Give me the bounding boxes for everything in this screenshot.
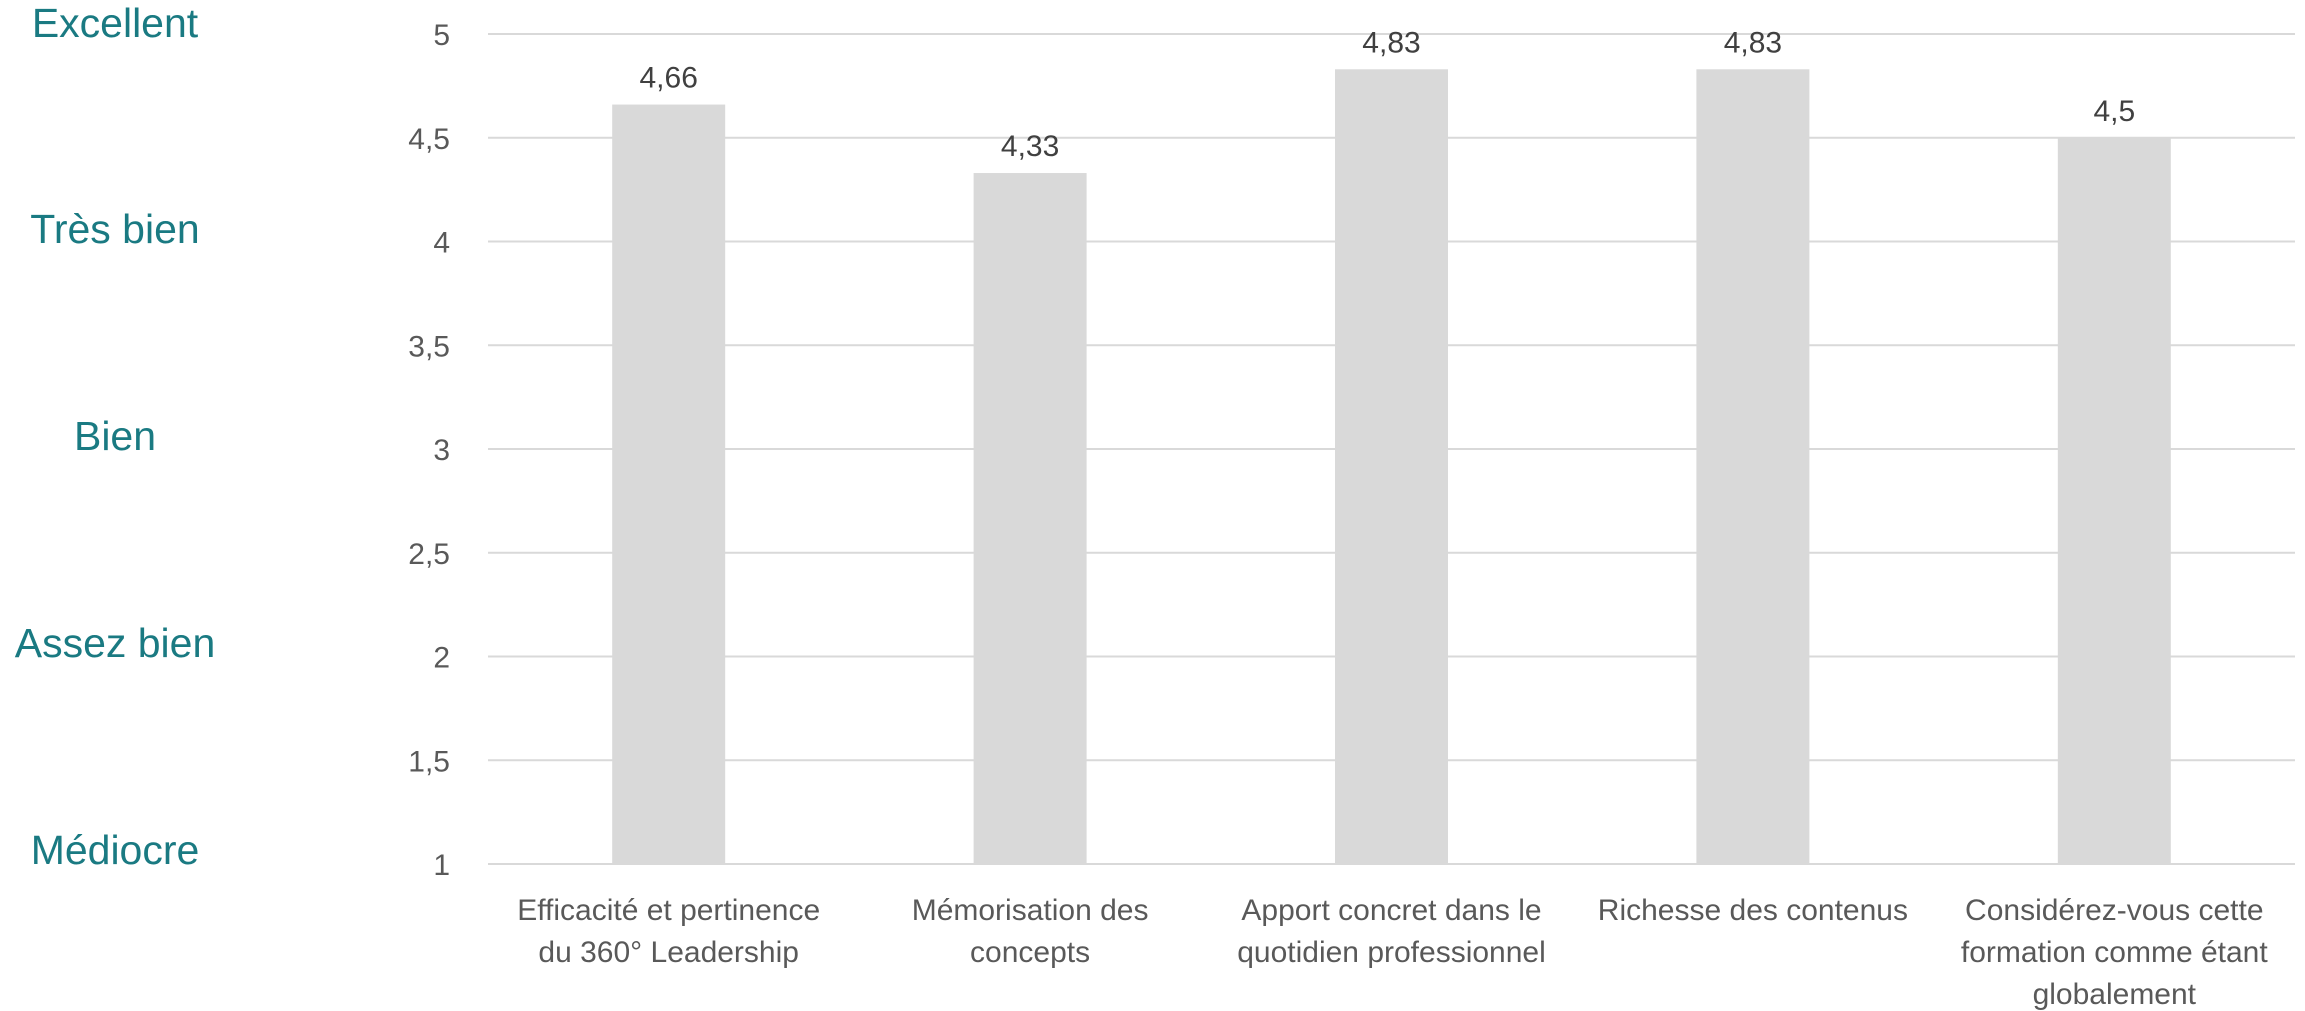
rating-label-excellent: Excellent bbox=[31, 0, 199, 46]
rating-label-assez-bien: Assez bien bbox=[14, 620, 216, 666]
data-label: 4,5 bbox=[2093, 95, 2135, 128]
rating-label-mediocre: Médiocre bbox=[30, 827, 200, 873]
x-tick-label: Considérez-vous cette bbox=[1965, 894, 2263, 927]
x-tick-label: quotidien professionnel bbox=[1237, 936, 1546, 969]
data-label: 4,66 bbox=[640, 62, 698, 95]
y-tick-label: 1 bbox=[433, 849, 450, 882]
x-tick-label: Efficacité et pertinence bbox=[517, 894, 820, 927]
y-tick-label: 4,5 bbox=[408, 123, 450, 156]
y-tick-label: 3 bbox=[433, 434, 450, 467]
x-tick-label: Richesse des contenus bbox=[1598, 894, 1908, 927]
x-tick-label: Mémorisation des bbox=[912, 894, 1149, 927]
x-tick-label: formation comme étant bbox=[1961, 936, 2268, 969]
y-tick-label: 4 bbox=[433, 227, 450, 260]
x-tick-label: concepts bbox=[970, 936, 1090, 969]
data-label: 4,33 bbox=[1001, 130, 1059, 163]
y-tick-label: 5 bbox=[433, 19, 450, 52]
bar bbox=[1696, 69, 1810, 864]
data-label: 4,83 bbox=[1724, 26, 1782, 59]
bar bbox=[1335, 69, 1448, 864]
y-tick-label: 2 bbox=[433, 642, 450, 675]
rating-label-bien: Bien bbox=[73, 413, 157, 459]
y-tick-label: 1,5 bbox=[408, 745, 450, 778]
bar bbox=[2057, 137, 2171, 864]
y-tick-label: 3,5 bbox=[408, 330, 450, 363]
x-tick-label: Apport concret dans le bbox=[1241, 894, 1541, 927]
bar bbox=[612, 104, 726, 865]
rating-label-tres-bien: Très bien bbox=[30, 206, 200, 252]
x-tick-label: globalement bbox=[2033, 978, 2197, 1011]
y-tick-label: 2,5 bbox=[408, 538, 450, 571]
data-label: 4,83 bbox=[1362, 26, 1420, 59]
x-tick-label: du 360° Leadership bbox=[538, 936, 799, 969]
bar bbox=[973, 173, 1087, 864]
